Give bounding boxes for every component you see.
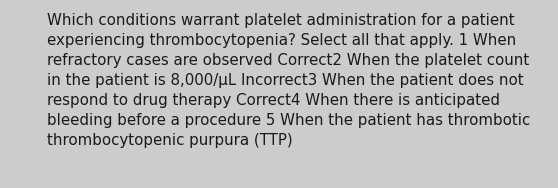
Text: Which conditions warrant platelet administration for a patient
experiencing thro: Which conditions warrant platelet admini…: [47, 13, 531, 148]
